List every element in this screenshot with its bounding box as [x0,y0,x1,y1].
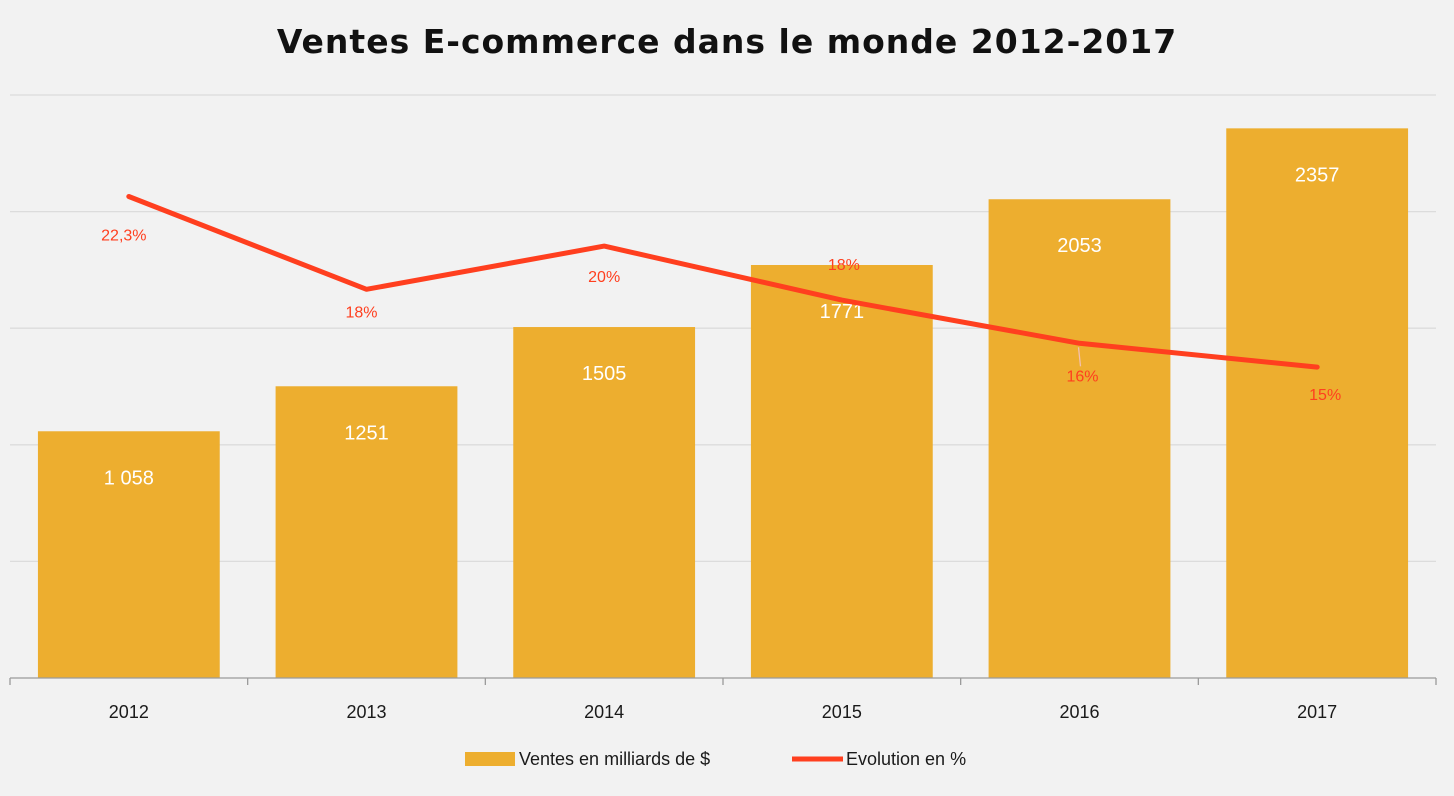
bar [1226,128,1409,678]
bar [988,199,1171,678]
line-value-label: 15% [1309,387,1341,404]
bar-value-label: 1771 [820,301,865,323]
x-tick-label: 2013 [346,702,386,722]
bar-value-label: 1 058 [104,467,154,489]
x-tick-label: 2017 [1297,702,1337,722]
legend-label-line: Evolution en % [846,749,966,769]
bar-value-label: 1505 [582,363,627,385]
legend-label-bar: Ventes en milliards de $ [519,749,710,769]
line-label-leader [1077,347,1082,367]
line-value-label: 20% [588,269,620,286]
line-value-label: 18% [345,304,377,321]
line-value-label: 22,3% [101,227,146,244]
bar [37,431,220,678]
line-value-label: 18% [828,257,860,274]
line-series-path [126,194,1320,370]
bar [275,386,458,678]
x-tick-label: 2016 [1059,702,1099,722]
bar-value-label: 2053 [1057,235,1102,257]
bar [750,265,933,678]
bar-value-label: 2357 [1295,164,1340,186]
x-tick-label: 2012 [109,702,149,722]
bar [513,327,696,678]
bar-value-label: 1251 [344,422,389,444]
legend-swatch-bar [465,752,515,766]
x-tick-label: 2014 [584,702,624,722]
chart-title: Ventes E-commerce dans le monde 2012-201… [276,22,1178,61]
x-tick-label: 2015 [822,702,862,722]
line-value-label: 16% [1066,368,1098,385]
